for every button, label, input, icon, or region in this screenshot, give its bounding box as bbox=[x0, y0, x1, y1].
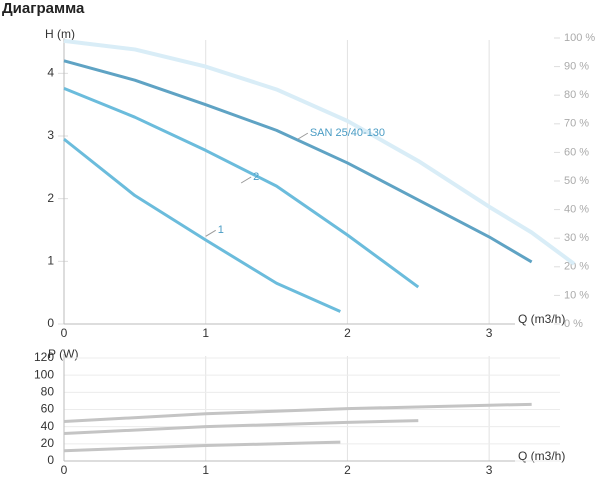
x-tick-label: 2 bbox=[344, 463, 351, 477]
y-tick-label: 3 bbox=[47, 128, 54, 142]
series-line bbox=[63, 440, 341, 453]
y2-tick-label: 10 % bbox=[564, 289, 589, 301]
y-axis-label: H (m) bbox=[45, 27, 75, 41]
y2-tick-label: 50 % bbox=[564, 175, 589, 187]
x-tick-label: 1 bbox=[202, 463, 209, 477]
y2-tick-label: 80 % bbox=[564, 89, 589, 101]
series-line bbox=[63, 402, 532, 424]
y-tick-label: 80 bbox=[41, 385, 55, 399]
y2-tick-label: 90 % bbox=[564, 61, 589, 73]
page-title: Диаграмма bbox=[2, 0, 85, 17]
y-tick-label: 40 bbox=[41, 419, 55, 433]
y-tick-label: 2 bbox=[47, 191, 54, 205]
y2-tick-label: 20 % bbox=[564, 261, 589, 273]
series-line bbox=[63, 137, 341, 313]
x-tick-label: 2 bbox=[344, 326, 351, 340]
y-tick-label: 1 bbox=[47, 254, 54, 268]
series-label: SAN 25/40-130 bbox=[310, 127, 385, 139]
x-axis-label: Q (m3/h) bbox=[518, 312, 565, 326]
y2-tick-label: 100 % bbox=[564, 32, 595, 44]
y-tick-label: 20 bbox=[41, 436, 55, 450]
x-tick-label: 1 bbox=[202, 326, 209, 340]
series-line bbox=[63, 38, 576, 266]
y2-tick-label: 60 % bbox=[564, 146, 589, 158]
y2-tick-label: 0 % bbox=[564, 318, 583, 330]
y2-tick-label: 40 % bbox=[564, 204, 589, 216]
annotation-leader bbox=[240, 176, 252, 184]
y-tick-label: 0 bbox=[47, 453, 54, 467]
x-axis-label: Q (m3/h) bbox=[518, 449, 565, 463]
y2-tick-label: 30 % bbox=[564, 232, 589, 244]
x-tick-label: 3 bbox=[486, 326, 493, 340]
y-tick-label: 4 bbox=[47, 66, 54, 80]
y-tick-label: 100 bbox=[34, 367, 54, 381]
x-tick-label: 0 bbox=[61, 463, 68, 477]
series-label: 1 bbox=[218, 224, 224, 236]
series-line bbox=[63, 419, 419, 436]
annotation-leader bbox=[205, 229, 216, 237]
series-line bbox=[63, 59, 533, 264]
y2-tick-label: 70 % bbox=[564, 118, 589, 130]
series-line bbox=[63, 86, 420, 289]
y-tick-label: 0 bbox=[47, 316, 54, 330]
series-label: 2 bbox=[253, 171, 259, 183]
x-tick-label: 3 bbox=[486, 463, 493, 477]
y-tick-label: 60 bbox=[41, 402, 55, 416]
annotation-leader bbox=[297, 132, 309, 140]
y-tick-label: 120 bbox=[34, 350, 54, 364]
x-tick-label: 0 bbox=[61, 326, 68, 340]
